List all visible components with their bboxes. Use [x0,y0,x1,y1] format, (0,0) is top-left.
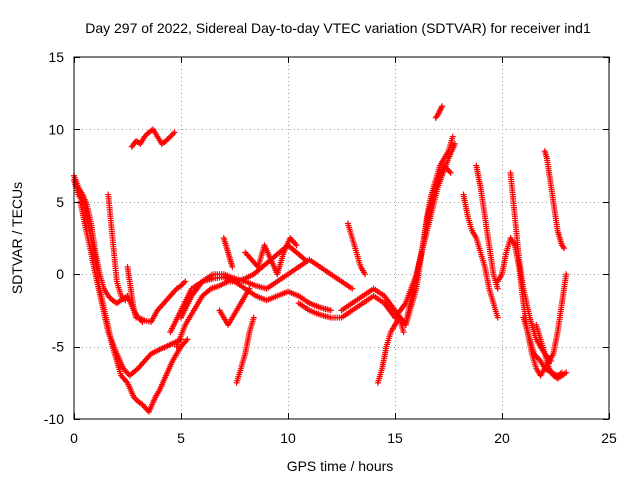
data-point [447,169,454,176]
data-point [451,140,458,147]
series-arc-upper-f [128,126,178,150]
data-point [494,285,501,292]
data-point [302,256,309,263]
series-arc-mid-i [173,242,309,350]
x-tick-label: 10 [280,430,296,446]
data-point [400,329,407,336]
series-arc-right-s [432,103,446,121]
axis-ticks [74,57,610,420]
data-point [246,285,253,292]
data-point [494,314,501,321]
y-tick-label: 5 [56,194,64,210]
x-tick-label: 0 [70,430,78,446]
x-tick-label: 15 [387,430,403,446]
axis-tick-labels: 0 5 10 15 20 25 -10 -5 0 5 10 15 [44,49,617,446]
series-arc-mid-m [242,235,300,278]
series-arc-right-y [541,148,568,252]
x-axis-label: GPS time / hours [287,458,394,474]
data-point [563,271,570,278]
data-point [184,336,191,343]
data-point [439,103,446,110]
data-point [327,307,334,314]
data-point [293,242,300,249]
y-axis-label: SDTVAR / TECUs [9,182,25,294]
series-arc-early-e [124,263,146,325]
data-point [171,129,178,136]
series-arc-mid-h [167,274,334,336]
data-point [139,318,146,325]
series-arc-mid-j [216,285,253,328]
x-tick-label: 25 [601,430,617,446]
series-arc-mid-k [233,314,257,386]
x-tick-label: 20 [494,430,510,446]
data-point [182,278,189,285]
plot-frame [73,56,610,420]
data-point [349,285,356,292]
chart-title: Day 297 of 2022, Sidereal Day-to-day VTE… [85,20,591,36]
y-tick-label: 15 [48,49,64,65]
series-arc-right-p [344,220,369,278]
series-arc-right-z [533,321,570,382]
data-point [449,133,456,140]
data-point [122,297,129,304]
data-point [563,369,570,376]
data-point [229,263,236,270]
x-tick-label: 5 [177,430,185,446]
series-arc-early-d [105,191,129,304]
y-tick-label: 10 [48,121,64,137]
data-point [250,314,257,321]
series-arc-early-c [77,198,184,379]
y-tick-label: -10 [44,411,64,427]
series-arc-mid-l [220,235,236,270]
y-tick-label: -5 [52,339,65,355]
y-tick-label: 0 [56,266,64,282]
data-point [561,245,568,252]
series-arc-right-u [473,162,501,292]
data-points [71,103,570,415]
data-point [362,271,369,278]
series-arc-right-r [402,133,456,328]
series-arc-right-q [374,314,407,386]
series-arc-right-t [460,191,501,321]
